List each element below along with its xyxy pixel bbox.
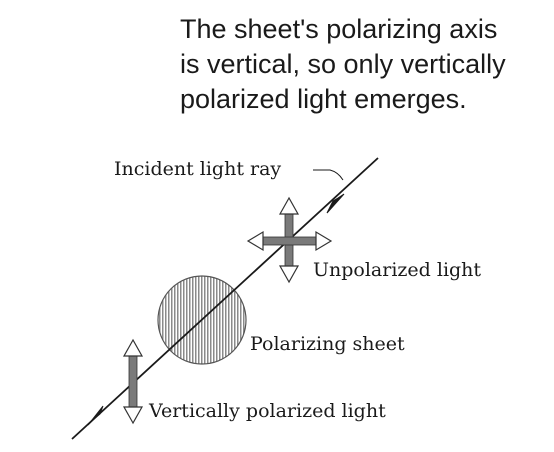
incident-light-label: Incident light ray: [114, 158, 282, 180]
vertical-polarization-arrow-icon: [122, 338, 144, 425]
exit-direction-arrow: [87, 405, 104, 426]
caption-line-1: The sheet's polarizing axis: [180, 14, 498, 44]
incident-direction-arrow: [326, 193, 345, 214]
incident-leader-line: [313, 169, 344, 181]
unpolarized-cross-icon: [246, 196, 333, 284]
caption-line-3: polarized light emerges.: [180, 84, 467, 114]
caption-line-2: is vertical, so only vertically: [180, 49, 506, 79]
unpolarized-light-label: Unpolarized light: [313, 259, 482, 281]
light-ray: [71, 157, 379, 440]
polarizing-sheet-label: Polarizing sheet: [250, 333, 405, 355]
caption: The sheet's polarizing axis is vertical,…: [180, 12, 540, 117]
vertically-polarized-label: Vertically polarized light: [149, 400, 386, 422]
